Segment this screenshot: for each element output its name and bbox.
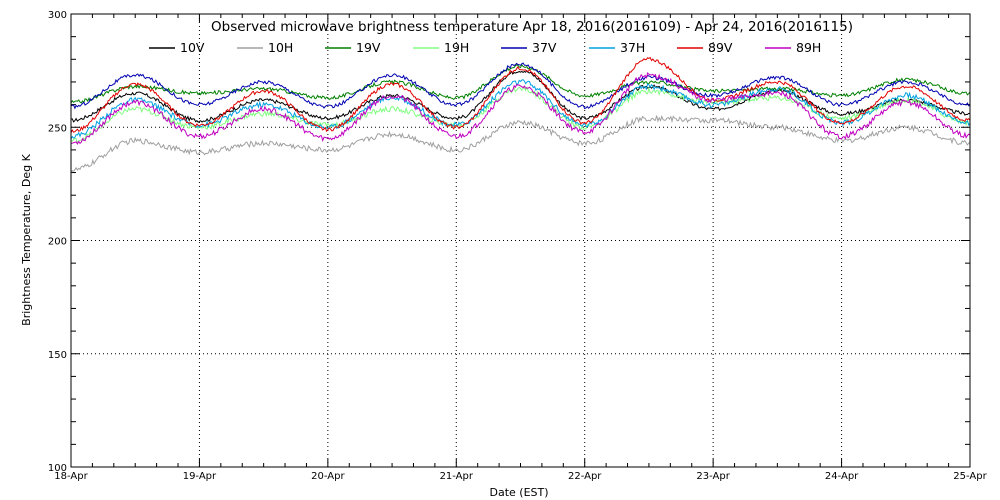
series-line-37H — [70, 79, 971, 140]
legend-label-89V: 89V — [708, 40, 733, 55]
series-line-10V — [70, 70, 971, 123]
x-tick-label: 25-Apr — [953, 471, 987, 482]
series-line-89V — [70, 56, 971, 134]
y-tick-label: 100 — [48, 463, 67, 474]
x-tick-label: 24-Apr — [825, 471, 859, 482]
x-tick-label: 23-Apr — [696, 471, 730, 482]
x-tick-label: 22-Apr — [568, 471, 602, 482]
minor-ticks — [71, 14, 970, 467]
x-axis-label: Date (EST) — [489, 486, 548, 499]
series-line-19V — [70, 63, 971, 104]
legend-label-10V: 10V — [180, 40, 205, 55]
y-axis: 100 150 200 250 300 — [48, 10, 970, 474]
y-tick-label: 200 — [48, 237, 67, 248]
x-axis: 18-Apr 19-Apr 20-Apr 21-Apr 22-Apr 23-Apr 24-A… — [54, 14, 988, 482]
legend: 10V 10H 19V 19H 37V 37H 89V 89H — [149, 40, 821, 55]
x-tick-label: 19-Apr — [183, 471, 217, 482]
y-axis-label: Brightness Temperature, Deg K — [20, 153, 33, 325]
chart-title: Observed microwave brightness temperatur… — [211, 19, 853, 35]
legend-label-19H: 19H — [444, 40, 469, 55]
legend-label-37V: 37V — [532, 40, 557, 55]
y-tick-label: 300 — [48, 10, 67, 21]
series-line-19H — [70, 85, 971, 144]
series-line-37V — [70, 62, 970, 110]
x-tick-label: 20-Apr — [311, 471, 345, 482]
series-layer — [70, 56, 971, 173]
legend-label-37H: 37H — [620, 40, 645, 55]
legend-label-10H: 10H — [268, 40, 293, 55]
y-tick-label: 250 — [48, 123, 67, 134]
x-tick-label: 18-Apr — [54, 471, 88, 482]
y-tick-label: 150 — [48, 350, 67, 361]
legend-label-19V: 19V — [356, 40, 381, 55]
series-line-89H — [70, 72, 971, 145]
legend-label-89H: 89H — [796, 40, 821, 55]
x-tick-label: 21-Apr — [440, 471, 474, 482]
series-line-10H — [70, 114, 971, 173]
